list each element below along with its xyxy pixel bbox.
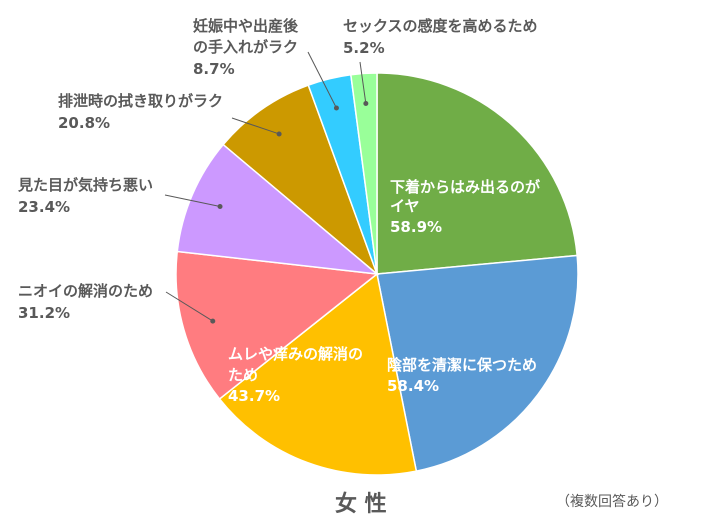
pie-slice-4 (176, 143, 380, 276)
leader-line-4 (164, 194, 221, 208)
slice-label-0: 下着からはみ出るのが イヤ 58.9% (390, 178, 545, 236)
pie-slice-3 (175, 250, 379, 401)
pie-slice-7 (349, 72, 378, 275)
slice-label-5: 排泄時の拭き取りがラク 20.8% (58, 92, 228, 132)
leader-dot-7 (363, 101, 369, 107)
chart-note: （複数回答あり） (556, 493, 668, 510)
leader-line-3 (165, 291, 214, 322)
leader-dot-6 (333, 105, 339, 111)
leader-line-6 (307, 51, 337, 109)
pie-slice-1 (376, 254, 579, 472)
leader-line-7 (359, 61, 367, 104)
leader-lines (164, 51, 369, 324)
pie-slice-0 (376, 72, 578, 275)
slice-label-3: ニオイの解消のため 31.2% (18, 282, 158, 322)
leader-dot-5 (276, 131, 282, 137)
pie-slice-5 (222, 84, 379, 277)
slice-label-2: ムレや痒みの解消の ため 43.7% (228, 345, 368, 405)
slice-label-6: 妊娠中や出産後 の手入れがラク 8.7% (193, 17, 303, 78)
leader-dot-3 (210, 318, 216, 324)
chart-title: 女 性 (335, 491, 387, 517)
slice-label-7: セックスの感度を高めるため 5.2% (343, 17, 543, 57)
pie-slice-2 (218, 272, 418, 476)
slice-label-4: 見た目が気持ち悪い 23.4% (17, 176, 158, 216)
pie-slices (175, 72, 579, 476)
slice-label-1: 陰部を清潔に保つため 58.4% (387, 356, 542, 395)
leader-dot-4 (217, 204, 223, 210)
leader-line-5 (231, 117, 280, 135)
